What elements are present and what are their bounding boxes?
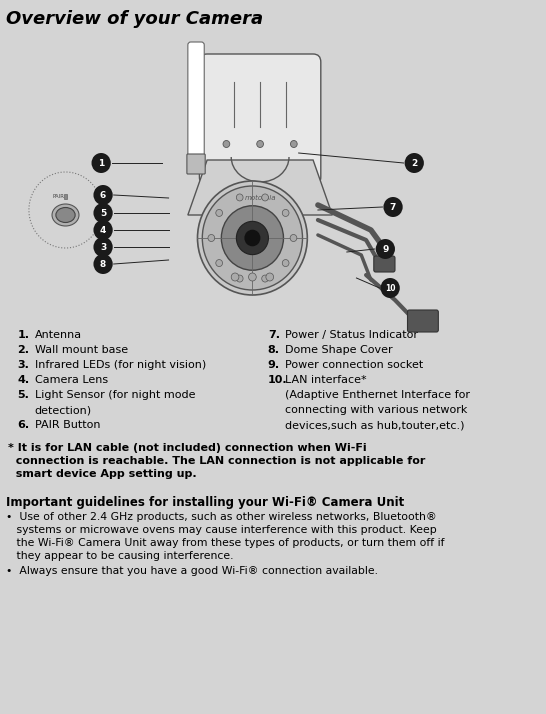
FancyBboxPatch shape xyxy=(407,310,438,332)
Circle shape xyxy=(376,239,395,259)
Text: Overview of your Camera: Overview of your Camera xyxy=(6,10,263,28)
Ellipse shape xyxy=(56,208,75,223)
Text: 9.: 9. xyxy=(268,360,280,370)
Text: 3: 3 xyxy=(100,243,106,251)
Circle shape xyxy=(290,141,297,148)
Text: 9: 9 xyxy=(382,244,389,253)
Text: 5: 5 xyxy=(100,208,106,218)
Text: 4: 4 xyxy=(100,226,106,234)
Circle shape xyxy=(216,209,223,216)
Text: 8.: 8. xyxy=(268,345,280,355)
FancyBboxPatch shape xyxy=(188,42,204,168)
Text: Power connection socket: Power connection socket xyxy=(285,360,423,370)
Text: the Wi-Fi® Camera Unit away from these types of products, or turn them off if: the Wi-Fi® Camera Unit away from these t… xyxy=(6,538,444,548)
Circle shape xyxy=(282,260,289,266)
Text: Power / Status Indicator: Power / Status Indicator xyxy=(285,330,418,340)
Circle shape xyxy=(203,186,302,290)
Circle shape xyxy=(282,209,289,216)
Circle shape xyxy=(223,141,230,148)
Text: smart device App setting up.: smart device App setting up. xyxy=(8,469,197,479)
Text: they appear to be causing interference.: they appear to be causing interference. xyxy=(6,551,233,561)
Text: 6: 6 xyxy=(100,191,106,199)
Circle shape xyxy=(93,185,112,205)
Circle shape xyxy=(236,275,243,282)
Circle shape xyxy=(198,181,307,295)
Text: •  Use of other 2.4 GHz products, such as other wireless networks, Bluetooth®: • Use of other 2.4 GHz products, such as… xyxy=(6,512,437,522)
Text: Infrared LEDs (for night vision): Infrared LEDs (for night vision) xyxy=(35,360,206,370)
Text: 6.: 6. xyxy=(17,420,29,430)
Text: 8: 8 xyxy=(100,259,106,268)
Text: (Adaptive Enthernet Interface for: (Adaptive Enthernet Interface for xyxy=(285,390,470,400)
Text: 7.: 7. xyxy=(268,330,280,340)
Circle shape xyxy=(93,220,112,240)
Text: 2: 2 xyxy=(411,159,417,168)
Circle shape xyxy=(383,197,403,217)
Text: •  Always ensure that you have a good Wi-Fi® connection available.: • Always ensure that you have a good Wi-… xyxy=(6,566,378,576)
Text: motorola: motorola xyxy=(245,195,276,201)
Text: 3.: 3. xyxy=(17,360,29,370)
Bar xyxy=(63,194,68,199)
Text: PAIR Button: PAIR Button xyxy=(35,420,100,430)
Text: 2.: 2. xyxy=(17,345,29,355)
Circle shape xyxy=(405,153,424,173)
Text: connection is reachable. The LAN connection is not applicable for: connection is reachable. The LAN connect… xyxy=(8,456,425,466)
Circle shape xyxy=(266,273,274,281)
Circle shape xyxy=(93,254,112,274)
Circle shape xyxy=(231,273,239,281)
FancyBboxPatch shape xyxy=(199,54,321,185)
Text: * It is for LAN cable (not included) connection when Wi-Fi: * It is for LAN cable (not included) con… xyxy=(8,443,366,453)
Circle shape xyxy=(221,206,283,270)
Text: 7: 7 xyxy=(390,203,396,211)
Text: connecting with various network: connecting with various network xyxy=(285,405,467,415)
FancyBboxPatch shape xyxy=(187,154,205,174)
Text: systems or microwave ovens may cause interference with this product. Keep: systems or microwave ovens may cause int… xyxy=(6,525,437,535)
Circle shape xyxy=(248,273,256,281)
Text: PAIR: PAIR xyxy=(52,193,64,198)
Circle shape xyxy=(93,203,112,223)
Circle shape xyxy=(236,194,243,201)
Text: Light Sensor (for night mode: Light Sensor (for night mode xyxy=(35,390,195,400)
Text: Important guidelines for installing your Wi-Fi® Camera Unit: Important guidelines for installing your… xyxy=(6,496,404,509)
Circle shape xyxy=(290,234,297,241)
Text: Camera Lens: Camera Lens xyxy=(35,375,108,385)
Text: 1: 1 xyxy=(98,159,104,168)
Text: 10.: 10. xyxy=(268,375,287,385)
Text: 4.: 4. xyxy=(17,375,29,385)
Text: devices,such as hub,touter,etc.): devices,such as hub,touter,etc.) xyxy=(285,420,465,430)
Circle shape xyxy=(208,234,215,241)
FancyBboxPatch shape xyxy=(374,256,395,272)
Circle shape xyxy=(262,194,269,201)
Circle shape xyxy=(93,237,112,257)
Polygon shape xyxy=(188,160,333,215)
Text: Dome Shape Cover: Dome Shape Cover xyxy=(285,345,393,355)
Ellipse shape xyxy=(52,204,79,226)
Circle shape xyxy=(245,230,260,246)
Circle shape xyxy=(92,153,111,173)
Text: 1.: 1. xyxy=(17,330,29,340)
Text: LAN interface*: LAN interface* xyxy=(285,375,367,385)
Circle shape xyxy=(262,275,269,282)
Circle shape xyxy=(257,141,264,148)
Circle shape xyxy=(216,260,223,266)
Circle shape xyxy=(236,221,269,255)
Text: Wall mount base: Wall mount base xyxy=(35,345,128,355)
Text: 10: 10 xyxy=(385,283,395,293)
Circle shape xyxy=(381,278,400,298)
Text: detection): detection) xyxy=(35,405,92,415)
Text: 5.: 5. xyxy=(17,390,29,400)
Text: Antenna: Antenna xyxy=(35,330,82,340)
